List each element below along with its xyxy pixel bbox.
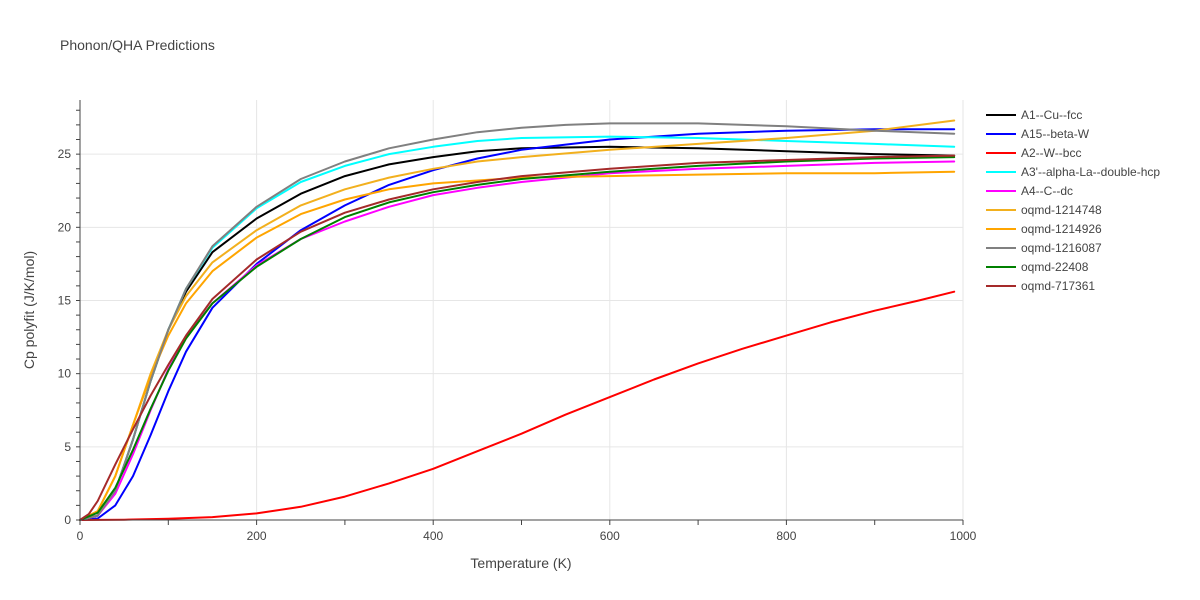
- legend-label[interactable]: oqmd-1216087: [1021, 241, 1102, 255]
- y-tick-label: 10: [58, 367, 72, 381]
- y-tick-label: 20: [58, 220, 72, 234]
- plot-area: [79, 119, 956, 521]
- legend-label[interactable]: A2--W--bcc: [1021, 146, 1081, 160]
- series-line: [79, 170, 956, 521]
- y-tick-label: 5: [64, 440, 71, 454]
- legend-label[interactable]: A4--C--dc: [1021, 184, 1073, 198]
- series-line: [79, 145, 956, 521]
- axes: 0 200 400 600 800 1000 0 5 10 15 20 25: [58, 100, 977, 543]
- series-line: [79, 156, 956, 521]
- legend-label[interactable]: A3'--alpha-La--double-hcp: [1021, 165, 1160, 179]
- series-line: [79, 135, 956, 521]
- series-line: [79, 128, 956, 521]
- grid: [80, 100, 964, 520]
- series-line: [79, 154, 956, 521]
- series-line: [79, 290, 956, 521]
- series-line: [79, 160, 956, 521]
- x-tick-label: 200: [247, 529, 267, 543]
- x-tick-label: 800: [776, 529, 796, 543]
- legend-label[interactable]: oqmd-717361: [1021, 279, 1095, 293]
- x-tick-label: 400: [423, 529, 443, 543]
- legend-label[interactable]: oqmd-1214748: [1021, 203, 1102, 217]
- y-axis-title: Cp polyfit (J/K/mol): [21, 251, 37, 369]
- x-axis-title: Temperature (K): [470, 555, 571, 571]
- legend: A1--Cu--fcc A15--beta-W A2--W--bcc A3'--alp…: [986, 108, 1160, 293]
- legend-label[interactable]: A1--Cu--fcc: [1021, 108, 1082, 122]
- x-tick-label: 600: [600, 529, 620, 543]
- legend-label[interactable]: oqmd-1214926: [1021, 222, 1102, 236]
- y-tick-label: 0: [64, 513, 71, 527]
- chart-title: Phonon/QHA Predictions: [60, 37, 215, 53]
- x-tick-label: 0: [77, 529, 84, 543]
- y-tick-label: 15: [58, 293, 72, 307]
- legend-label[interactable]: oqmd-22408: [1021, 260, 1089, 274]
- y-tick-label: 25: [58, 147, 72, 161]
- legend-label[interactable]: A15--beta-W: [1021, 127, 1090, 141]
- x-tick-label: 1000: [950, 529, 977, 543]
